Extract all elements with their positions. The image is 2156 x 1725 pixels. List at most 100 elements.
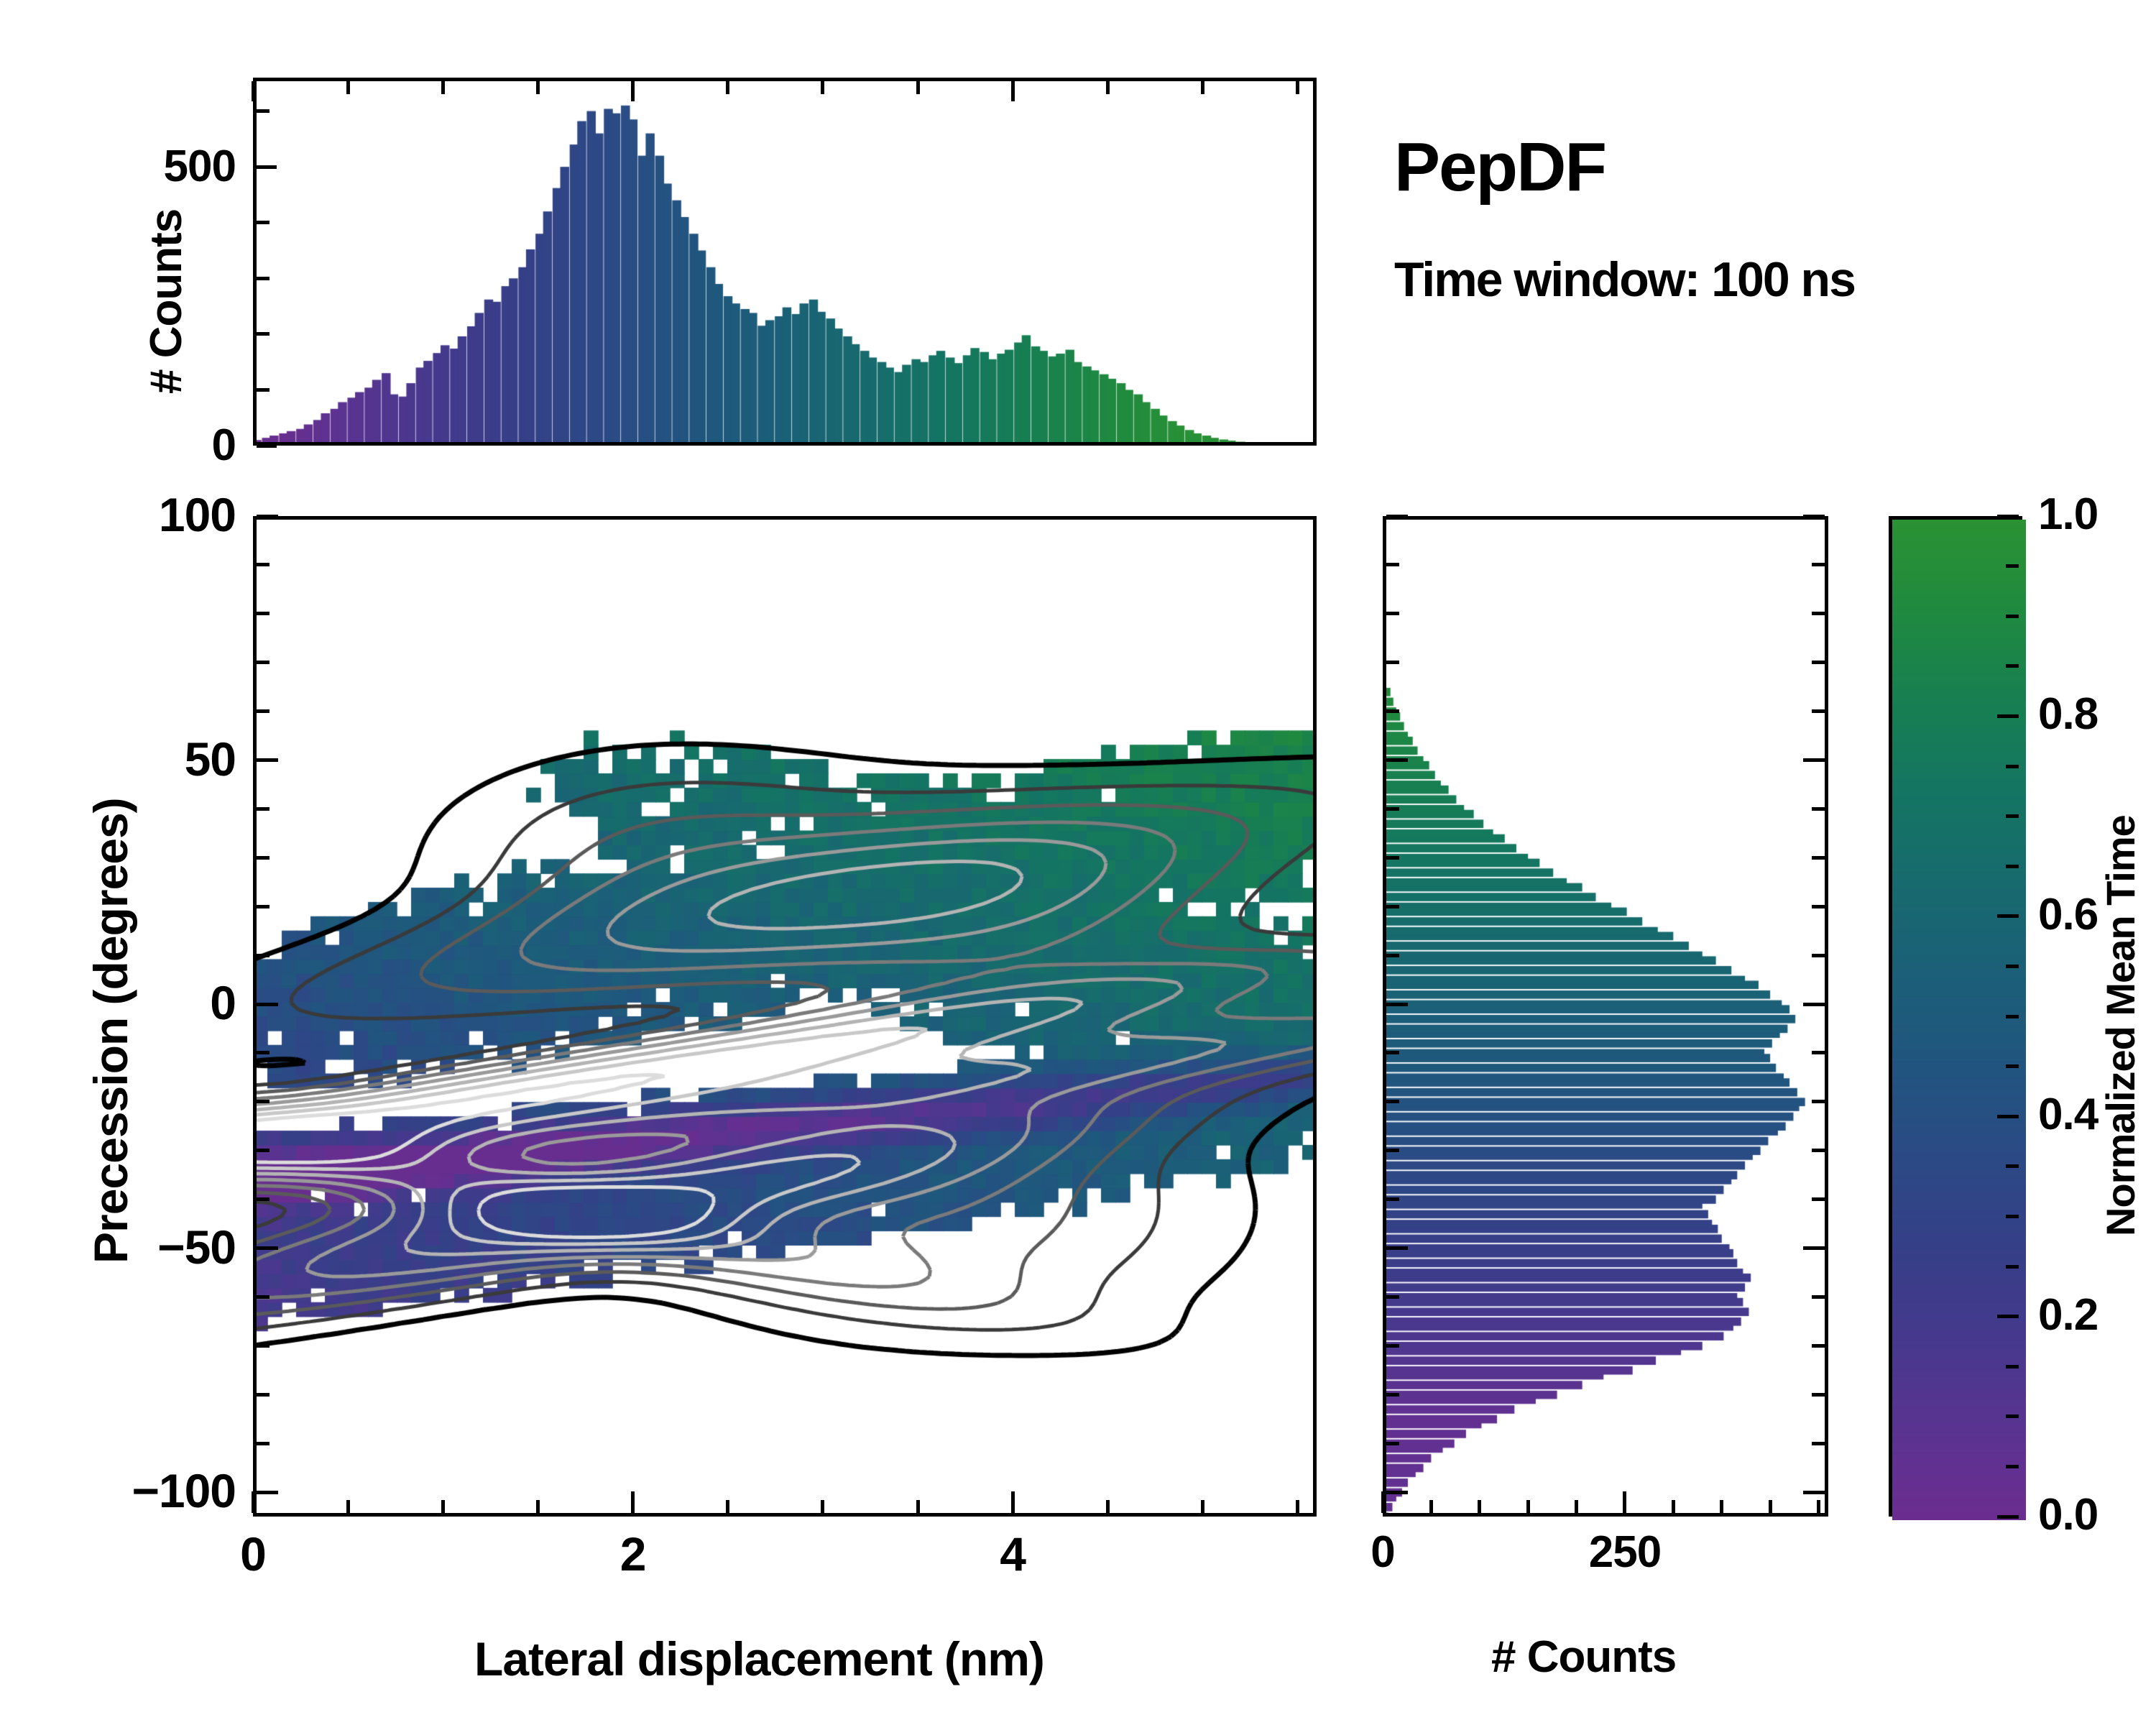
main-xtick-minor — [441, 1500, 445, 1513]
right-marginal-histogram-panel — [1381, 514, 1828, 1517]
right-ytick-mirror — [1812, 1343, 1825, 1348]
right-ytick — [1386, 953, 1399, 957]
colorbar-tick-minor — [2006, 764, 2019, 768]
main-ytick-major — [257, 758, 278, 762]
main-panel-ylabel: Precession (degrees) — [84, 798, 137, 1264]
top-panel-xtick — [1105, 81, 1110, 94]
main-ytick-minor — [257, 1100, 270, 1104]
top-panel-xtick — [916, 81, 920, 94]
right-panel-xlabel: # Counts — [1491, 1632, 1677, 1682]
main-ytick-minor — [257, 1343, 270, 1348]
main-ytick-minor — [257, 612, 270, 616]
top-panel-ytick-major — [257, 443, 277, 448]
top-panel-xtick — [1200, 81, 1204, 94]
colorbar-tick-major — [1997, 1315, 2019, 1319]
colorbar-tick-label: 0.0 — [2038, 1490, 2099, 1540]
colorbar-tick-minor — [2006, 1014, 2019, 1018]
main-ytick-minor — [257, 1294, 270, 1299]
right-ytick — [1386, 855, 1399, 860]
colorbar-tick-minor — [2006, 1364, 2019, 1368]
main-ytick-major — [257, 1490, 278, 1494]
main-ytick-label: 0 — [210, 976, 236, 1030]
main-panel-xlabel: Lateral displacement (nm) — [474, 1632, 1045, 1685]
right-ytick-mirror — [1812, 855, 1825, 860]
main-heatmap-plot-area — [253, 516, 1317, 1517]
colorbar — [1889, 516, 2026, 1520]
right-ytick — [1386, 563, 1399, 567]
top-panel-xtick — [1296, 81, 1300, 94]
right-ytick-mirror — [1812, 1441, 1825, 1445]
main-xtick-major — [631, 1491, 635, 1513]
right-ytick-mirror — [1812, 563, 1825, 567]
top-panel-ytick-minor — [257, 109, 270, 114]
top-marginal-histogram-panel — [251, 78, 1317, 448]
main-xtick-label: 2 — [619, 1527, 647, 1581]
top-panel-ytick-minor — [257, 221, 270, 225]
right-ytick — [1386, 758, 1408, 762]
main-ytick-minor — [257, 904, 270, 908]
top-panel-xtick — [346, 81, 350, 94]
main-ytick-minor — [257, 1149, 270, 1153]
right-xtick-minor — [1671, 1500, 1675, 1513]
top-panel-xtick — [535, 81, 540, 94]
right-ytick-mirror — [1812, 953, 1825, 957]
main-ytick-major — [257, 1002, 278, 1006]
colorbar-tick-minor — [2006, 1414, 2019, 1419]
main-ytick-major — [257, 514, 278, 518]
colorbar-tick-label: 0.8 — [2038, 689, 2099, 740]
right-xtick-label: 0 — [1370, 1527, 1395, 1577]
top-histogram-bars — [253, 78, 1317, 446]
colorbar-tick-major — [1997, 514, 2019, 518]
main-ytick-label: 50 — [184, 732, 236, 786]
colorbar-tick-minor — [2006, 1164, 2019, 1169]
main-xtick-minor — [726, 1500, 730, 1513]
right-ytick-mirror — [1803, 758, 1825, 762]
main-xtick-minor — [346, 1500, 350, 1513]
right-xtick-label: 250 — [1588, 1527, 1662, 1577]
colorbar-tick-minor — [2006, 814, 2019, 819]
colorbar-tick-major — [1997, 914, 2019, 919]
right-ytick — [1386, 1051, 1399, 1055]
top-panel-xtick — [441, 81, 445, 94]
main-xtick-major — [251, 1491, 255, 1513]
right-ytick-mirror — [1803, 514, 1825, 518]
contour-overlay — [253, 516, 1317, 1517]
right-ytick-mirror — [1812, 1051, 1825, 1055]
main-ytick-minor — [257, 806, 270, 811]
right-ytick — [1386, 709, 1399, 714]
main-xtick-major — [1010, 1491, 1015, 1513]
colorbar-tick-minor — [2006, 1064, 2019, 1069]
colorbar-tick-label: 0.6 — [2038, 889, 2099, 939]
right-ytick — [1386, 904, 1399, 908]
right-ytick — [1386, 514, 1408, 518]
right-histogram-plot-area — [1383, 516, 1828, 1517]
right-xtick-minor — [1575, 1500, 1579, 1513]
main-heatmap-panel — [251, 514, 1317, 1517]
right-ytick-mirror — [1812, 1294, 1825, 1299]
main-ytick-minor — [257, 855, 270, 860]
main-ytick-minor — [257, 1051, 270, 1055]
right-ytick-mirror — [1812, 1197, 1825, 1202]
main-ytick-minor — [257, 1441, 270, 1445]
right-xtick-minor — [1768, 1500, 1772, 1513]
main-ytick-minor — [257, 1197, 270, 1202]
right-ytick — [1386, 1100, 1399, 1104]
colorbar-tick-minor — [2006, 1264, 2019, 1269]
colorbar-tick-label: 0.2 — [2038, 1289, 2099, 1340]
right-ytick — [1386, 1197, 1399, 1202]
main-xtick-label: 0 — [240, 1527, 267, 1581]
main-xtick-minor — [916, 1500, 920, 1513]
main-xtick-minor — [1200, 1500, 1204, 1513]
colorbar-tick-minor — [2006, 864, 2019, 868]
right-xtick-minor — [1526, 1500, 1530, 1513]
main-ytick-minor — [257, 1392, 270, 1397]
right-ytick-mirror — [1812, 1392, 1825, 1397]
main-ytick-label: −50 — [157, 1220, 236, 1274]
figure-subtitle: Time window: 100 ns — [1394, 252, 1856, 307]
main-xtick-minor — [535, 1500, 540, 1513]
colorbar-tick-major — [1997, 1114, 2019, 1118]
top-panel-xtick — [1010, 81, 1015, 101]
right-ytick-mirror — [1812, 806, 1825, 811]
main-ytick-major — [257, 1246, 278, 1251]
main-xtick-minor — [821, 1500, 825, 1513]
